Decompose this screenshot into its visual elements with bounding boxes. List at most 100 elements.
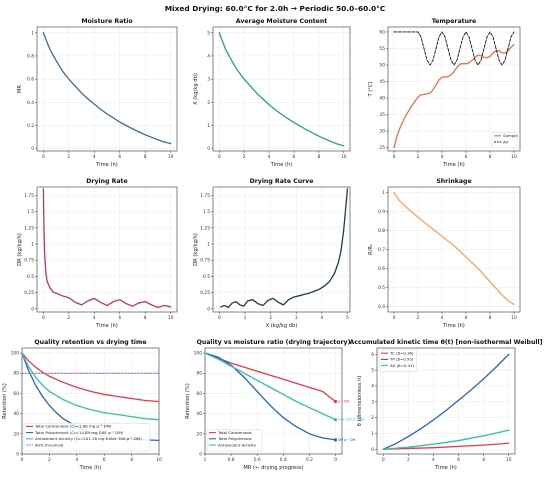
legend-box: [491, 132, 518, 149]
y-tick-label: 60: [13, 391, 19, 397]
series-line-total: [21, 352, 160, 403]
x-tick-label: 8: [489, 154, 492, 160]
y-tick-label: 0.5: [378, 285, 385, 291]
y-tick-label: 0.6: [27, 77, 34, 83]
legend-entry: Air: [503, 139, 509, 144]
y-tick-label: 0.6: [378, 266, 385, 272]
x-tick-label: 2: [417, 154, 420, 160]
series-line-antioxidant: [204, 352, 337, 421]
y-tick-label: 100: [11, 351, 20, 357]
legend-entry: Antioxidant Activity: [218, 442, 257, 447]
y-tick-label: 4: [207, 53, 210, 59]
endpoint-annotation: DM g⁻¹ DM: [338, 438, 356, 442]
x-tick-label: 0: [334, 457, 337, 463]
y-tick-label: 0: [207, 306, 210, 312]
y-axis-label: DR (kg/kg/h): [193, 233, 199, 266]
plot-frame: [204, 347, 343, 455]
y-tick-label: 0.5: [27, 274, 34, 280]
chart-quality-vs-mr: 1 0.8 0.6 0.4 0.2 0 0 20 40 60 80 100 Quality vs moi…: [185, 339, 364, 471]
legend-box: [206, 429, 263, 452]
y-tick-label: 0: [31, 306, 34, 312]
x-tick-label: 8: [482, 457, 485, 463]
y-tick-label: 0: [371, 447, 374, 453]
y-tick-label: 1: [207, 241, 210, 247]
legend-entry: Total Polyphenols: [217, 436, 252, 441]
chart-shrinkage: 0 2 4 6 8 10 0.4 0.5 0.6 0.7 0.8 0.9 1 Shrinkage Time …: [368, 178, 521, 329]
legend-box: [378, 349, 417, 372]
y-tick-label: 0.75: [24, 258, 34, 264]
endpoint-annotation: g⁻¹ DM: [338, 400, 349, 404]
y-tick-label: 0.9: [378, 209, 385, 215]
y-axis-label: R/R₀: [368, 244, 374, 255]
legend: TC (β=0.36)TP (β=0.95)AA (β=0.41): [378, 349, 417, 372]
series-line-average-moisture: [218, 32, 345, 147]
chart-moisture-ratio: 0 2 4 6 8 10 0 0.2 0.4 0.6 0.8 1 Moisture Ratio Time …: [17, 18, 178, 168]
y-tick-label: 40: [196, 411, 202, 417]
legend-box: [23, 423, 151, 452]
x-tick-label: 4: [320, 315, 323, 321]
x-tick-label: 0: [42, 154, 45, 160]
figure-suptitle: Mixed Drying: 60.0°C for 2.0h → Periodic…: [165, 4, 386, 13]
x-tick-label: 10: [168, 154, 174, 160]
series-line-tp: [382, 353, 510, 450]
chart-title: Drying Rate Curve: [250, 178, 314, 185]
series-end-marker: [333, 438, 338, 442]
x-tick-label: 2: [407, 457, 410, 463]
x-tick-label: 8: [144, 154, 147, 160]
chart-title: Accumulated kinetic time θ(t) [non-isoth…: [350, 339, 543, 346]
y-tick-label: 35: [379, 112, 385, 118]
chart-title: Temperature: [432, 18, 477, 25]
legend-entry: Antioxidant Activity (C₀=201.18 mg trolo…: [35, 436, 142, 441]
x-tick-label: 5: [346, 315, 349, 321]
x-tick-label: 2: [48, 457, 51, 463]
y-tick-label: 1.25: [200, 225, 210, 231]
y-axis-label: T (°C): [368, 81, 374, 97]
x-tick-label: 1: [204, 457, 207, 463]
series-line-antioxidant: [21, 352, 160, 421]
legend-entry: Total Carotenoids (C₀=1.66 mg g⁻¹ DM): [34, 424, 112, 429]
y-tick-label: 1.75: [24, 193, 34, 199]
y-axis-label: MR: [17, 85, 23, 93]
x-tick-label: 0: [382, 457, 385, 463]
x-tick-label: 10: [156, 457, 162, 463]
series-line-air: [393, 31, 515, 66]
y-tick-label: 0: [16, 452, 19, 458]
x-tick-label: 6: [293, 154, 296, 160]
chart-average-moisture: 0 2 4 6 8 10 0 1 2 3 4 5 Average Moisture Content Tim…: [193, 18, 351, 168]
legend-entry: 80% threshold: [35, 442, 64, 447]
y-tick-label: 0.5: [203, 274, 210, 280]
x-tick-label: 6: [465, 315, 468, 321]
y-tick-label: 2: [371, 415, 374, 421]
y-tick-label: 0.7: [378, 247, 385, 253]
legend: Total Carotenoids (C₀=1.66 mg g⁻¹ DM)Tot…: [23, 423, 151, 452]
x-axis-label: Time (h): [442, 162, 465, 168]
y-axis-label: Retention (%): [185, 383, 191, 419]
y-tick-label: 1: [207, 123, 210, 129]
plot-frame: [212, 186, 351, 313]
series-line-drying-rate: [42, 188, 172, 309]
y-tick-label: 2: [207, 100, 210, 106]
y-tick-label: 1.75: [200, 193, 210, 199]
y-tick-label: 0.25: [200, 290, 210, 296]
y-tick-label: 1: [31, 30, 34, 36]
x-tick-label: 6: [465, 154, 468, 160]
y-tick-label: 60: [379, 29, 385, 35]
x-axis-label: Time (h): [270, 162, 293, 168]
x-axis-label: Time (h): [79, 465, 102, 471]
plot-frame: [387, 26, 521, 152]
chart-kinetic-time: 0 2 4 6 8 10 0 1 2 3 4 5 6 Accumulated kinetic time θ…: [350, 339, 543, 471]
x-tick-label: 6: [118, 154, 121, 160]
plot-frame: [212, 26, 351, 152]
x-tick-label: 0: [218, 315, 221, 321]
x-tick-label: 10: [511, 315, 517, 321]
y-tick-label: 0.25: [24, 290, 34, 296]
y-tick-label: 30: [379, 129, 385, 135]
x-tick-label: 0: [218, 154, 221, 160]
x-tick-label: 1: [244, 315, 247, 321]
x-tick-label: 8: [130, 457, 133, 463]
chart-drying-rate-curve: 0 1 2 3 4 5 0 0.25 0.5 0.75 1 1.25 1.5 1.75 Drying Rat…: [193, 178, 351, 329]
y-tick-label: 1: [371, 431, 374, 437]
y-tick-label: 0: [31, 146, 34, 152]
